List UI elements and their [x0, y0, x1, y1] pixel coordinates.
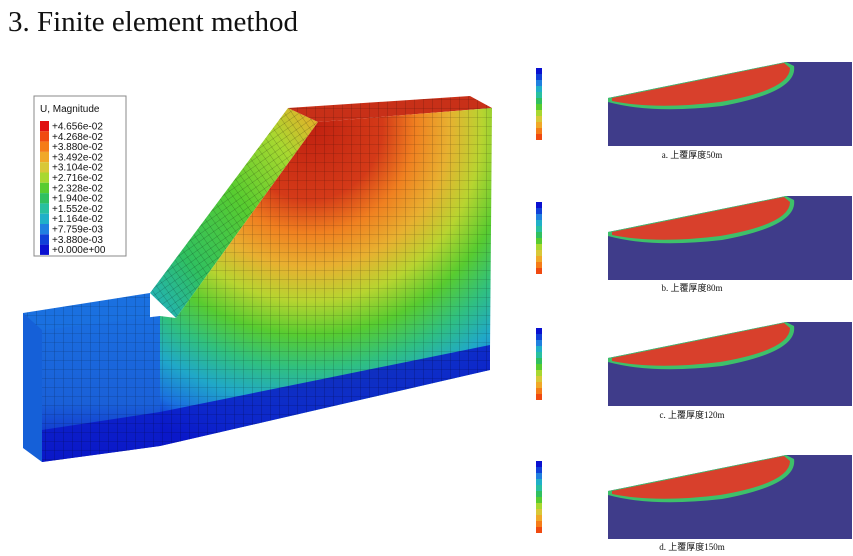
panel-a-plot	[536, 62, 852, 146]
legend-value: +0.000e+00	[52, 245, 106, 256]
panel-legend	[536, 461, 542, 533]
legend-swatch	[40, 203, 49, 214]
panel-legend-swatch	[536, 521, 542, 527]
panel-legend-swatch	[536, 364, 542, 370]
page-title: 3. Finite element method	[8, 6, 298, 38]
panel-legend-swatch	[536, 376, 542, 382]
legend-swatch	[40, 234, 49, 245]
panel-legend-swatch	[536, 509, 542, 515]
legend-swatch	[40, 244, 49, 255]
panel-b	[532, 196, 852, 280]
slip-band-high	[612, 456, 790, 499]
panel-legend-swatch	[536, 334, 542, 340]
panel-legend-swatch	[536, 503, 542, 509]
legend-swatch	[40, 162, 49, 173]
panel-legend-swatch	[536, 352, 542, 358]
panel-legend-swatch	[536, 74, 542, 80]
slip-band-high	[612, 197, 790, 240]
panel-legend-swatch	[536, 250, 542, 256]
panel-legend-swatch	[536, 116, 542, 122]
panel-legend-swatch	[536, 346, 542, 352]
legend-value: +4.268e-02	[52, 132, 103, 143]
panel-c	[532, 322, 852, 406]
panel-legend-swatch	[536, 128, 542, 134]
legend-swatch	[40, 224, 49, 235]
legend-value: +3.104e-02	[52, 163, 103, 174]
panel-legend-swatch	[536, 226, 542, 232]
panel-legend-swatch	[536, 220, 542, 226]
legend-swatch	[40, 182, 49, 194]
legend: U, Magnitude +4.656e-02+4.268e-02+3.880e…	[33, 95, 127, 257]
panel-legend-swatch	[536, 68, 542, 74]
panel-legend-swatch	[536, 497, 542, 503]
panel-legend-swatch	[536, 202, 542, 208]
legend-value: +1.940e-02	[52, 194, 103, 205]
panel-legend-swatch	[536, 208, 542, 214]
legend-swatch	[40, 172, 49, 183]
panel-legend-swatch	[536, 244, 542, 250]
panel-legend-swatch	[536, 98, 542, 104]
panel-legend-swatch	[536, 491, 542, 497]
legend-swatch	[40, 213, 49, 224]
legend-value: +3.492e-02	[52, 152, 103, 163]
panel-legend-swatch	[536, 86, 542, 92]
legend-value: +1.164e-02	[52, 214, 103, 225]
panel-legend-swatch	[536, 461, 542, 467]
panel-legend-swatch	[536, 92, 542, 98]
panel-legend-swatch	[536, 232, 542, 238]
panel-legend-swatch	[536, 382, 542, 388]
panel-a	[532, 62, 852, 146]
panel-legend-swatch	[536, 515, 542, 521]
legend-swatch	[40, 131, 49, 142]
panel-d	[532, 455, 852, 539]
legend-value: +3.880e-03	[52, 235, 103, 246]
legend-swatch	[40, 151, 49, 163]
legend-value: +2.716e-02	[52, 173, 103, 184]
panel-legend-swatch	[536, 370, 542, 376]
panel-legend-swatch	[536, 388, 542, 394]
panel-legend	[536, 202, 542, 274]
caption-d: d. 上覆厚度150m	[659, 542, 725, 552]
panel-legend-swatch	[536, 467, 542, 473]
panel-legend-swatch	[536, 110, 542, 116]
panel-legend-swatch	[536, 134, 542, 140]
legend-value: +3.880e-02	[52, 142, 103, 153]
caption-c: c. 上覆厚度120m	[659, 410, 725, 420]
panel-legend-swatch	[536, 328, 542, 334]
panel-legend-swatch	[536, 214, 542, 220]
legend-swatch	[40, 141, 49, 152]
legend-swatch	[40, 121, 49, 132]
panel-legend-swatch	[536, 80, 542, 86]
panel-c-plot	[536, 322, 852, 406]
panel-legend-swatch	[536, 122, 542, 128]
fem-model-3d: U, Magnitude +4.656e-02+4.268e-02+3.880e…	[23, 95, 492, 462]
panel-legend-swatch	[536, 262, 542, 268]
panel-legend-swatch	[536, 104, 542, 110]
panel-legend-swatch	[536, 479, 542, 485]
slip-band-high	[612, 63, 790, 106]
caption-a: a. 上覆厚度50m	[661, 150, 723, 160]
panel-d-plot	[536, 455, 852, 539]
panel-legend-swatch	[536, 473, 542, 479]
legend-value: +4.656e-02	[52, 122, 103, 133]
panel-legend-swatch	[536, 238, 542, 244]
panel-legend-swatch	[536, 256, 542, 262]
legend-title: U, Magnitude	[40, 104, 100, 115]
panel-legend-swatch	[536, 340, 542, 346]
panel-legend-swatch	[536, 268, 542, 274]
panel-legend-swatch	[536, 358, 542, 364]
legend-value: +7.759e-03	[52, 225, 103, 236]
legend-swatch	[40, 193, 49, 204]
panel-b-plot	[536, 196, 852, 280]
slip-band-high	[612, 323, 790, 366]
legend-value: +1.552e-02	[52, 204, 103, 215]
panel-legend-swatch	[536, 527, 542, 533]
caption-b: b. 上覆厚度80m	[661, 283, 723, 293]
panel-legend	[536, 68, 542, 140]
panel-legend-swatch	[536, 394, 542, 400]
panel-legend-swatch	[536, 485, 542, 491]
panel-legend	[536, 328, 542, 400]
legend-value: +2.328e-02	[52, 183, 103, 194]
